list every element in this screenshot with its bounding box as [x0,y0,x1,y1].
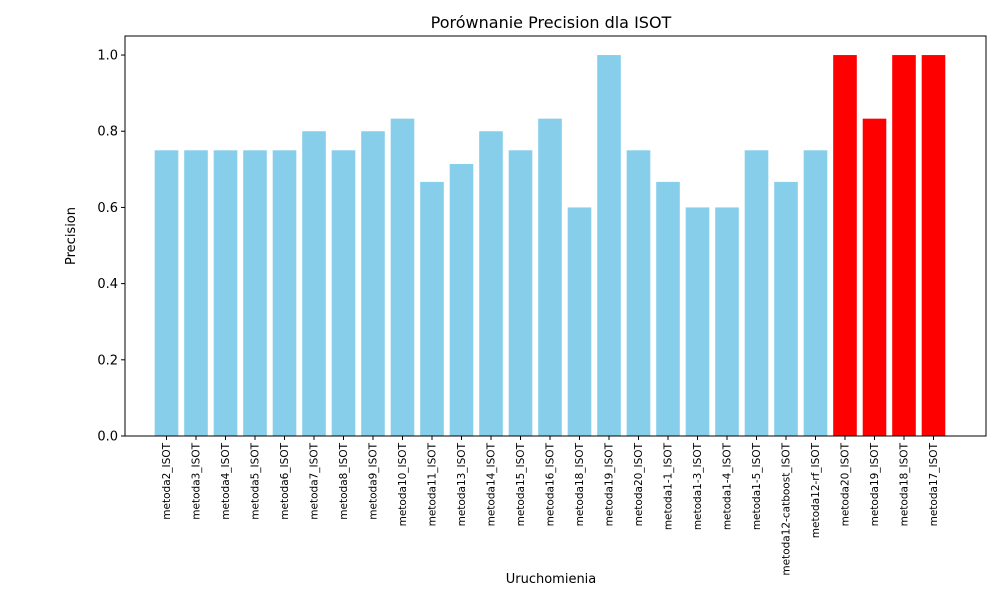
bar-17 [626,150,651,437]
x-tick-label: metoda13_ISOT [456,442,468,526]
bar-2 [184,150,208,437]
bar-22 [774,181,798,436]
y-axis-label: Precision [64,207,79,265]
bar-1 [154,150,179,437]
chart-title: Porównanie Precision dla ISOT [431,13,672,32]
x-tick-label: metoda1-5_ISOT [751,442,763,530]
bar-19 [685,207,710,436]
bar-7 [331,150,356,437]
x-tick-label: metoda12-catboost_ISOT [781,442,793,575]
x-tick-label: metoda5_ISOT [250,442,262,519]
x-tick-label: metoda7_ISOT [309,442,321,519]
bar-5 [272,150,297,437]
plot-frame [124,35,987,437]
x-tick-label: metoda20_ISOT [633,442,645,526]
bar-13 [508,150,533,437]
x-tick-label: metoda8_ISOT [338,442,350,519]
x-axis-label: Uruchomienia [506,572,597,587]
x-tick-label: metoda19_ISOT [869,442,881,526]
y-tick-label: 0.2 [97,353,118,368]
bar-9 [390,118,415,437]
bar-16 [597,55,621,437]
y-tick-label: 1.0 [97,49,118,64]
y-axis-ticks: 0.0 0.2 0.4 0.6 0.8 1.0 [97,49,125,445]
x-tick-label: metoda20_ISOT [840,442,852,526]
bar-10 [420,181,444,436]
bar-15 [567,207,592,436]
bar-4 [243,150,267,437]
y-tick-label: 0.4 [97,277,118,292]
bar-14 [538,118,562,437]
x-tick-label: metoda18_ISOT [574,442,586,526]
bar-23 [803,150,828,437]
x-tick-label: metoda9_ISOT [368,442,380,519]
y-tick-label: 0.6 [97,201,118,216]
x-axis-ticks: metoda2_ISOT metoda3_ISOT metoda4_ISOT meto… [161,436,940,576]
x-tick-label: metoda14_ISOT [486,442,498,526]
bar-11 [449,164,474,436]
x-tick-label: metoda1-1_ISOT [663,442,675,530]
x-tick-label: metoda19_ISOT [604,442,616,526]
bar-12 [479,131,503,437]
x-tick-label: metoda3_ISOT [191,442,203,519]
x-tick-label: metoda10_ISOT [397,442,409,526]
bar-26 [892,55,916,437]
x-tick-label: metoda1-3_ISOT [692,442,704,530]
bar-20 [715,207,739,436]
bar-8 [361,131,385,437]
x-tick-label: metoda16_ISOT [545,442,557,526]
x-tick-label: metoda1-4_ISOT [722,442,734,530]
bar-18 [656,181,680,436]
x-tick-label: metoda4_ISOT [220,442,232,519]
bar-21 [744,150,769,437]
bar-25 [862,118,887,437]
x-tick-label: metoda15_ISOT [515,442,527,526]
x-tick-label: metoda11_ISOT [427,442,439,526]
y-tick-label: 0.8 [97,125,118,140]
x-tick-label: metoda18_ISOT [899,442,911,526]
x-tick-label: metoda17_ISOT [928,442,940,526]
x-tick-label: metoda2_ISOT [161,442,173,519]
bar-24 [833,55,857,437]
bar-6 [302,131,326,437]
x-tick-label: metoda12-rf_ISOT [810,442,822,538]
bar-27 [921,55,946,437]
x-tick-label: metoda6_ISOT [279,442,291,519]
bars-layer [154,55,946,437]
bar-3 [213,150,238,437]
y-tick-label: 0.0 [97,430,118,445]
